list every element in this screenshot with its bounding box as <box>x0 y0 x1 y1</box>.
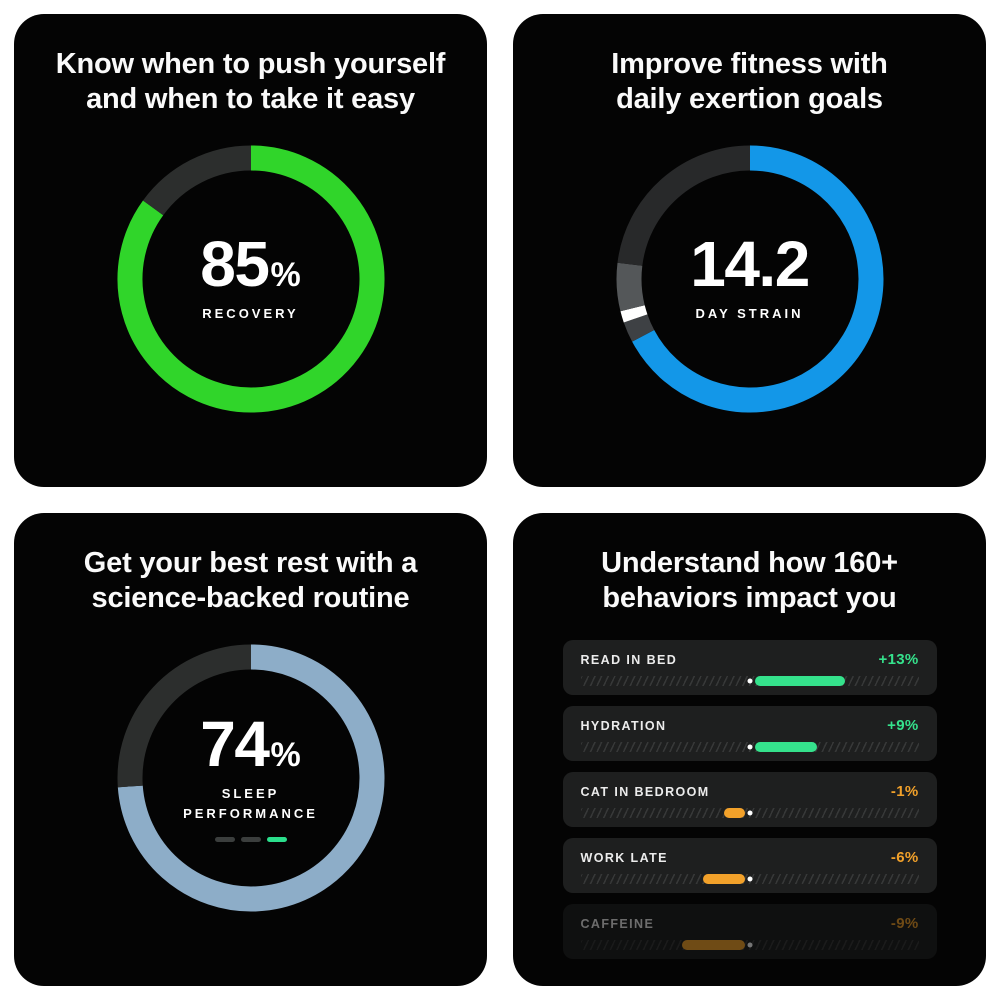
title-line: Improve fitness with <box>611 48 888 80</box>
behavior-card-hydration[interactable]: HYDRATION +9% <box>562 705 937 761</box>
track-center-dot <box>747 744 752 750</box>
impact-value: -1% <box>890 782 919 800</box>
behavior-list: READ IN BED +13% HYDRATION +9% <box>562 639 937 959</box>
sleep-ring-center: 74% SLEEP PERFORMANCE <box>115 642 387 914</box>
title-line: behaviors impact you <box>602 582 897 615</box>
sleep-ring-chart <box>117 644 384 912</box>
sleep-value-row: 74% <box>200 712 301 776</box>
impact-bar <box>754 675 845 686</box>
behavior-card-header: CAT IN BEDROOM -1% <box>581 783 919 800</box>
title-line: Know when to push yourself <box>55 48 446 80</box>
track-center-dot <box>747 876 752 882</box>
sleep-metric-line: SLEEP <box>221 785 280 801</box>
routine-dash <box>214 836 235 842</box>
impact-track <box>580 939 919 950</box>
recovery-metric-label: RECOVERY <box>202 305 299 321</box>
strain-title: Improve fitness with daily exertion goal… <box>611 47 888 118</box>
behavior-label: CAFFEINE <box>580 916 655 931</box>
sleep-metric-line: PERFORMANCE <box>183 805 318 821</box>
title-line: science-backed routine <box>91 582 410 615</box>
sleep-routine-dashes <box>214 836 287 842</box>
behavior-card-header: CAFFEINE -9% <box>581 915 919 932</box>
impact-track <box>580 807 919 818</box>
sleep-title: Get your best rest with a science-backed… <box>83 546 418 617</box>
title-line: Understand how 160+ <box>601 547 898 579</box>
strain-ring-chart <box>616 145 883 413</box>
sleep-ring: 74% SLEEP PERFORMANCE <box>115 642 387 914</box>
behaviors-title: Understand how 160+ behaviors impact you <box>601 546 898 617</box>
sleep-value: 74 <box>200 707 270 780</box>
impact-track <box>580 741 919 752</box>
strain-value: 14.2 <box>690 227 810 300</box>
behavior-card-header: WORK LATE -6% <box>581 849 919 866</box>
track-center-dot <box>747 942 752 948</box>
impact-bar <box>702 873 745 884</box>
recovery-unit: % <box>270 255 301 294</box>
impact-bar <box>754 741 817 752</box>
sleep-unit: % <box>270 735 301 774</box>
behavior-label: CAT IN BEDROOM <box>580 784 710 799</box>
routine-dash-active <box>266 836 287 842</box>
behaviors-panel: Understand how 160+ behaviors impact you… <box>513 513 986 986</box>
impact-track <box>580 873 919 884</box>
title-line: Get your best rest with a <box>83 547 418 579</box>
strain-ring-center: 14.2 DAY STRAIN <box>614 143 886 415</box>
title-line: daily exertion goals <box>616 83 883 116</box>
impact-track <box>580 675 919 686</box>
behavior-card-work-late[interactable]: WORK LATE -6% <box>562 837 937 893</box>
impact-value: +9% <box>887 716 919 734</box>
recovery-panel: Know when to push yourself and when to t… <box>14 14 487 487</box>
impact-value: -6% <box>890 848 919 866</box>
behavior-card-header: HYDRATION +9% <box>581 717 919 734</box>
behavior-label: HYDRATION <box>580 718 667 733</box>
behavior-card-header: READ IN BED +13% <box>581 651 919 668</box>
recovery-ring: 85% RECOVERY <box>115 143 387 415</box>
impact-bar <box>682 939 745 950</box>
impact-value: +13% <box>878 650 919 668</box>
strain-ring: 14.2 DAY STRAIN <box>614 143 886 415</box>
behavior-card-cat-in-bedroom[interactable]: CAT IN BEDROOM -1% <box>562 771 937 827</box>
recovery-value-row: 85% <box>200 232 301 296</box>
strain-panel: Improve fitness with daily exertion goal… <box>513 14 986 487</box>
title-line: and when to take it easy <box>86 83 415 116</box>
sleep-panel: Get your best rest with a science-backed… <box>14 513 487 986</box>
strain-metric-label: DAY STRAIN <box>695 305 804 321</box>
routine-dash <box>240 836 261 842</box>
sleep-metric-label: SLEEP PERFORMANCE <box>183 784 318 824</box>
recovery-value: 85 <box>200 227 270 300</box>
behavior-card-caffeine[interactable]: CAFFEINE -9% <box>562 903 937 959</box>
behavior-card-read-in-bed[interactable]: READ IN BED +13% <box>562 639 937 695</box>
recovery-ring-chart <box>117 145 384 413</box>
impact-value: -9% <box>890 914 919 932</box>
track-center-dot <box>747 810 752 816</box>
impact-bar <box>723 807 745 818</box>
strain-value-row: 14.2 <box>690 232 810 296</box>
recovery-ring-center: 85% RECOVERY <box>115 143 387 415</box>
behavior-label: READ IN BED <box>580 652 678 667</box>
recovery-title: Know when to push yourself and when to t… <box>56 47 446 118</box>
behavior-label: WORK LATE <box>580 850 668 865</box>
track-center-dot <box>747 678 752 684</box>
